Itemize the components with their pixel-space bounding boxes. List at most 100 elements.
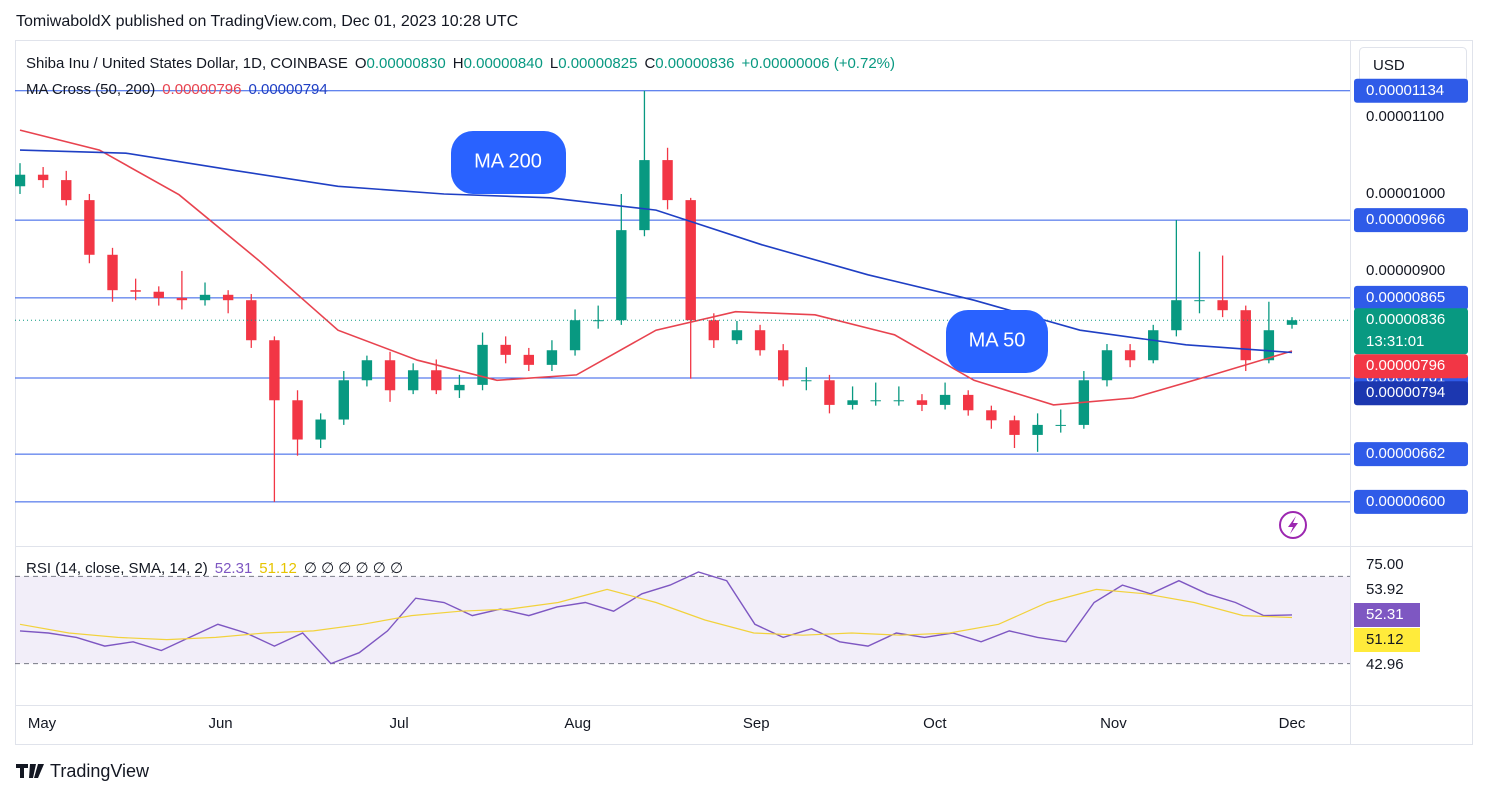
candle-body: [708, 320, 720, 341]
candle-body: [870, 400, 881, 402]
legend-item: 0.00000794: [248, 81, 327, 98]
candle-body: [1217, 300, 1228, 311]
rsi-badge: [1354, 628, 1420, 652]
level-badge-label: 0.00000600: [1366, 493, 1445, 510]
x-tick-label: Jul: [390, 715, 409, 732]
candle-body: [1124, 350, 1136, 361]
rsi-badge-label: 52.31: [1366, 606, 1404, 623]
x-tick-label: Dec: [1279, 715, 1306, 732]
candle-body: [37, 174, 49, 181]
candle-body: [1286, 320, 1298, 325]
level-badge-label: 0.00000662: [1366, 445, 1445, 462]
candle-body: [1055, 424, 1066, 426]
x-tick-label: Oct: [923, 715, 947, 732]
candle-body: [153, 291, 164, 298]
annotation-box: [451, 131, 566, 194]
published-note: TomiwaboldX published on TradingView.com…: [16, 13, 518, 30]
rsi-badge: [1354, 603, 1420, 627]
price-badge: [1354, 308, 1468, 355]
countdown: 13:31:01: [1366, 333, 1424, 350]
legend-item: C: [644, 55, 655, 72]
legend-item: +0.00000006 (+0.72%): [742, 55, 895, 72]
rsi-axis-label: 75.00: [1366, 556, 1404, 573]
rsi-badge-label: 51.12: [1366, 631, 1404, 648]
legend-item: ∅ ∅ ∅ ∅ ∅ ∅: [304, 560, 403, 577]
rsi-line: [19, 571, 1293, 665]
annotation-box: [946, 310, 1048, 373]
candle-body: [292, 400, 303, 440]
brand-name: TradingView: [50, 761, 150, 781]
candle-body: [662, 160, 673, 201]
x-tick-label: Nov: [1100, 715, 1127, 732]
rsi-pane: [15, 571, 1350, 665]
candle-body: [847, 400, 858, 405]
candle-body: [754, 330, 766, 351]
legend: Shiba Inu / United States Dollar, 1D, CO…: [26, 55, 895, 577]
candle-body: [107, 254, 118, 291]
legend-item: 51.12: [259, 560, 297, 577]
candle-body: [685, 200, 696, 321]
ma-line: [19, 149, 1293, 354]
candle-body: [315, 419, 326, 440]
currency-label: USD: [1373, 57, 1405, 74]
candle-body: [176, 297, 188, 301]
candle-body: [963, 394, 974, 411]
level-badge: [1354, 78, 1468, 103]
price-badge-label: 0.00000836: [1366, 311, 1445, 328]
alert-icon[interactable]: [1279, 511, 1307, 539]
y-tick-label: 0.00001100: [1366, 108, 1444, 125]
alert-bolt: [1288, 516, 1298, 534]
rsi-axis-label: 53.92: [1366, 581, 1404, 598]
candle-body: [824, 380, 835, 405]
rsi-title: RSI (14, close, SMA, 14, 2) 52.31 51.12 ∅ ∅…: [26, 560, 403, 577]
ma-badge: [1354, 381, 1468, 406]
level-badge: [1354, 442, 1468, 467]
candle-body: [500, 344, 511, 355]
level-badge-label: 0.00000966: [1366, 211, 1445, 228]
candle-body: [269, 340, 280, 401]
candle-body: [1240, 310, 1251, 361]
candle-body: [523, 354, 535, 365]
level-badge: [1354, 208, 1468, 233]
rsi-axis-label: 42.96: [1366, 656, 1404, 673]
legend-item: 52.31: [215, 560, 253, 577]
legend-item: 0.00000825: [558, 55, 637, 72]
level-badge-label: 0.00000865: [1366, 289, 1445, 306]
candle-body: [454, 384, 465, 391]
candle-body: [639, 160, 650, 231]
candle-body: [61, 180, 72, 201]
candle-body: [222, 294, 234, 301]
candle-body: [384, 360, 396, 391]
symbol-title: Shiba Inu / United States Dollar, 1D, CO…: [26, 55, 895, 72]
rsi-band: [15, 576, 1350, 664]
candle-body: [338, 380, 349, 420]
level-badge-label: 0.00001134: [1366, 82, 1444, 99]
candle-body: [546, 350, 558, 365]
candle-body: [477, 344, 488, 385]
candle-body: [592, 320, 604, 322]
candle-body: [731, 330, 743, 341]
axes: 0.00001100 0.00001000 0.00000900 0.00001134…: [28, 78, 1468, 732]
y-tick-label: 0.00000900: [1366, 262, 1445, 279]
candle-body: [801, 380, 812, 382]
candle-body: [939, 394, 951, 405]
legend-item: L: [550, 55, 558, 72]
candle-body: [916, 400, 928, 405]
candle-body: [15, 174, 26, 187]
candle-body: [1009, 420, 1020, 435]
level-badge: [1354, 285, 1468, 310]
annotation: MA 50: [969, 329, 1026, 351]
candle-body: [407, 370, 419, 391]
ma-badge: [1354, 354, 1468, 379]
indicator-title: MA Cross (50, 200) 0.00000796 0.00000794: [26, 81, 328, 98]
ma-badge-label: 0.00000794: [1366, 384, 1445, 401]
legend-item: 0.00000796: [162, 81, 241, 98]
legend-item: 0.00000840: [464, 55, 543, 72]
x-tick-label: Aug: [564, 715, 591, 732]
candle-body: [1194, 300, 1205, 302]
x-tick-label: May: [28, 715, 57, 732]
candle-body: [431, 370, 442, 391]
ma-line: [19, 129, 1293, 406]
